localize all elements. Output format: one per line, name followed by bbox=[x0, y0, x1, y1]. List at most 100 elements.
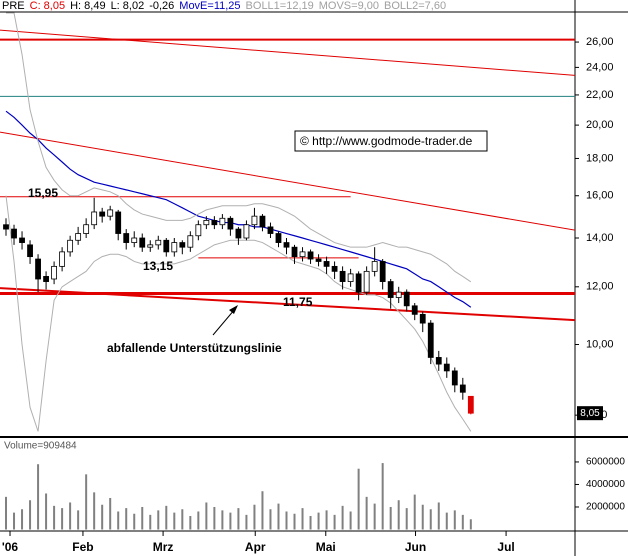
header-item: C: 8,05 bbox=[30, 0, 65, 12]
volume-bar bbox=[133, 513, 136, 530]
volume-bar bbox=[445, 512, 448, 530]
volume-bar bbox=[341, 505, 344, 530]
volume-bar bbox=[285, 511, 288, 530]
candle-body bbox=[355, 273, 362, 293]
volume-bar bbox=[101, 504, 104, 530]
volume-bar bbox=[165, 505, 168, 530]
volume-bar bbox=[69, 502, 72, 530]
candle-body bbox=[443, 363, 450, 372]
volume-bar bbox=[157, 510, 160, 530]
volume-bar bbox=[221, 510, 224, 530]
candle-body bbox=[107, 209, 114, 217]
volume-bar bbox=[213, 506, 216, 530]
volume-bar bbox=[325, 510, 328, 530]
candle-body bbox=[227, 217, 234, 230]
candle-body bbox=[459, 384, 466, 393]
volume-bar bbox=[237, 508, 240, 530]
volume-bar bbox=[61, 508, 64, 530]
candle-body bbox=[219, 217, 226, 226]
y-tick-label: 20,00 bbox=[586, 119, 614, 131]
volume-bar bbox=[469, 519, 472, 530]
annotation: 13,15 bbox=[143, 259, 173, 273]
y-tick-label: 26,00 bbox=[586, 36, 614, 48]
header-item: BOLL1=12,19 bbox=[246, 0, 314, 12]
volume-bar bbox=[229, 512, 232, 530]
y-tick-label: 24,00 bbox=[586, 61, 614, 73]
header-item: PRE bbox=[2, 0, 25, 12]
candle-body bbox=[131, 237, 138, 243]
candle-body bbox=[267, 226, 274, 234]
header-item: H: 8,49 bbox=[70, 0, 105, 12]
volume-bar bbox=[173, 512, 176, 530]
candle-body bbox=[235, 228, 242, 239]
volume-bar bbox=[29, 500, 32, 530]
annotation: 15,95 bbox=[28, 186, 58, 200]
volume-bar bbox=[109, 497, 112, 530]
plot bbox=[0, 12, 575, 432]
y-tick-label: 4000000 bbox=[586, 479, 625, 490]
x-tick-label: Feb bbox=[72, 540, 93, 554]
candle-body bbox=[259, 215, 266, 228]
x-tick-label: Jul bbox=[497, 540, 514, 554]
candle-body bbox=[243, 224, 250, 239]
candle-body bbox=[115, 211, 122, 234]
volume-bar bbox=[389, 506, 392, 530]
candle-body bbox=[307, 251, 314, 260]
volume-bar bbox=[309, 515, 312, 530]
candle-body bbox=[67, 239, 74, 253]
candle-body bbox=[275, 233, 282, 243]
volume-bar bbox=[333, 514, 336, 530]
candle-body bbox=[379, 261, 386, 282]
volume-bar bbox=[117, 511, 120, 530]
candle-body bbox=[291, 246, 298, 258]
header-item: -0,26 bbox=[149, 0, 174, 12]
volume-bar bbox=[13, 512, 16, 530]
y-tick-label: 18,00 bbox=[586, 152, 614, 164]
candle-body bbox=[435, 357, 442, 365]
volume-bar bbox=[357, 468, 360, 530]
indicator-line bbox=[5, 110, 472, 308]
candle-body bbox=[339, 270, 346, 282]
volume-bar bbox=[21, 509, 24, 530]
volume-bar bbox=[461, 514, 464, 530]
volume-bar bbox=[245, 514, 248, 530]
candle-body bbox=[147, 244, 154, 248]
volume-bar bbox=[181, 509, 184, 530]
candle-body bbox=[91, 211, 98, 226]
candle-body bbox=[19, 237, 25, 243]
header-item: MOVS=9,00 bbox=[319, 0, 379, 12]
candle-body bbox=[27, 244, 33, 258]
volume-bar bbox=[413, 494, 416, 530]
candle-body bbox=[395, 291, 402, 298]
candle-body bbox=[123, 233, 130, 243]
volume-bar bbox=[197, 511, 200, 530]
volume-bar bbox=[277, 503, 280, 530]
candle-body bbox=[315, 258, 322, 262]
volume-bar bbox=[349, 511, 352, 530]
last-price-box bbox=[577, 406, 603, 421]
candle-body bbox=[323, 261, 330, 267]
y-tick-label: 16,00 bbox=[586, 190, 614, 202]
volume-bar bbox=[269, 509, 272, 530]
x-tick-label: Mrz bbox=[153, 540, 174, 554]
y-tick-label: 10,00 bbox=[586, 338, 614, 350]
header-item: L: 8,02 bbox=[111, 0, 145, 12]
candle-body bbox=[211, 220, 218, 226]
candle-body bbox=[75, 233, 82, 241]
candle-body bbox=[179, 242, 186, 248]
candle-body bbox=[363, 270, 370, 293]
watermark: © http://www.godmode-trader.de bbox=[300, 134, 473, 148]
candle-body bbox=[427, 322, 434, 358]
y-tick-label: 22,00 bbox=[586, 89, 614, 101]
x-tick-label: '06 bbox=[2, 540, 19, 554]
volume-bar bbox=[405, 508, 408, 530]
header: PRE C: 8,05 H: 8,49 L: 8,02 -0,26 MovE=11,25 B… bbox=[2, 0, 446, 12]
volume-bar bbox=[5, 496, 8, 530]
volume-bar bbox=[125, 508, 128, 530]
candle-body bbox=[59, 251, 66, 267]
volume-bar bbox=[141, 506, 144, 530]
volume-bar bbox=[77, 510, 80, 530]
header-item: MovE=11,25 bbox=[179, 0, 240, 12]
